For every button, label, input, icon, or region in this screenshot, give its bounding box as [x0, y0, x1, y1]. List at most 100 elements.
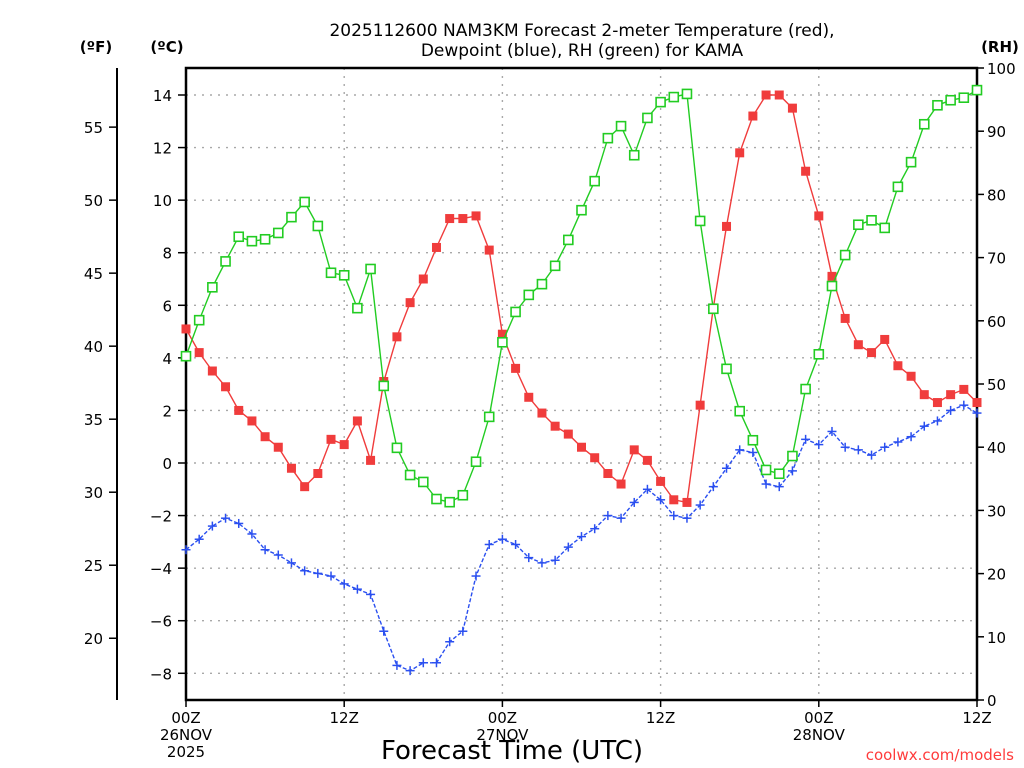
data-point-temperature — [590, 453, 600, 463]
data-point-temperature — [695, 400, 705, 410]
data-point-temperature — [431, 242, 441, 252]
data-point-dewpoint — [445, 637, 455, 647]
data-point-temperature — [445, 214, 455, 224]
data-point-dewpoint — [458, 626, 468, 636]
data-point-temperature — [181, 324, 191, 334]
data-point-dewpoint — [787, 466, 797, 476]
data-point-rh — [892, 181, 904, 193]
data-point-rh — [813, 348, 825, 360]
data-point-dewpoint — [563, 542, 573, 552]
data-point-temperature — [550, 421, 560, 431]
data-point-dewpoint — [181, 545, 191, 555]
data-point-rh — [945, 94, 956, 106]
data-point-rh — [193, 314, 205, 326]
data-point-temperature — [484, 245, 494, 255]
x-tick-label: 2025 — [167, 743, 205, 761]
data-point-temperature — [867, 348, 877, 358]
data-point-rh — [536, 278, 548, 290]
data-point-dewpoint — [366, 589, 376, 599]
celsius-tick-label: 6 — [162, 297, 172, 315]
data-point-temperature — [300, 482, 310, 492]
data-point-temperature — [471, 211, 481, 221]
data-point-dewpoint — [511, 539, 521, 549]
data-point-rh — [721, 363, 732, 375]
data-point-dewpoint — [708, 482, 718, 492]
data-point-dewpoint — [286, 558, 296, 568]
data-point-dewpoint — [550, 555, 560, 565]
data-point-temperature — [774, 90, 784, 100]
data-point-rh — [668, 91, 680, 103]
data-point-rh — [299, 196, 310, 208]
data-point-dewpoint — [669, 511, 679, 521]
data-point-rh — [615, 120, 627, 132]
data-point-dewpoint — [234, 518, 244, 528]
data-point-temperature — [629, 445, 639, 455]
data-point-dewpoint — [431, 658, 441, 668]
data-point-rh — [365, 263, 376, 275]
data-point-temperature — [853, 340, 863, 350]
credit-link[interactable]: coolwx.com/models — [866, 746, 1014, 764]
data-point-temperature — [273, 442, 283, 452]
data-point-rh — [207, 282, 218, 293]
data-point-temperature — [247, 416, 257, 426]
data-point-dewpoint — [379, 626, 389, 636]
data-point-temperature — [260, 432, 270, 442]
data-point-dewpoint — [392, 660, 402, 670]
data-point-dewpoint — [497, 534, 507, 544]
data-point-dewpoint — [300, 566, 310, 576]
chart-title-line2: Dewpoint (blue), RH (green) for KAMA — [421, 41, 744, 61]
rh-tick-label: 100 — [987, 60, 1016, 78]
data-point-rh — [259, 233, 271, 245]
data-point-rh — [602, 132, 614, 144]
data-point-dewpoint — [656, 495, 666, 505]
celsius-tick-label: −6 — [150, 613, 172, 631]
data-point-temperature — [577, 442, 586, 452]
data-point-temperature — [827, 271, 837, 281]
data-point-temperature — [339, 440, 349, 450]
data-point-dewpoint — [642, 484, 652, 494]
data-point-temperature — [603, 469, 613, 479]
data-point-temperature — [801, 166, 811, 176]
data-point-rh — [773, 468, 785, 480]
data-point-temperature — [761, 90, 771, 100]
data-point-dewpoint — [339, 579, 349, 589]
rh-tick-label: 30 — [987, 502, 1006, 520]
data-point-temperature — [207, 366, 217, 376]
rh-tick-label: 80 — [987, 186, 1006, 204]
data-point-rh — [800, 383, 811, 395]
data-point-temperature — [524, 392, 534, 402]
data-point-temperature — [906, 371, 916, 381]
data-point-dewpoint — [326, 571, 336, 581]
data-point-dewpoint — [524, 553, 534, 563]
data-point-temperature — [563, 429, 573, 439]
celsius-tick-label: 14 — [153, 87, 172, 105]
data-point-rh — [905, 156, 917, 168]
data-point-dewpoint — [260, 545, 270, 555]
celsius-axis-label: (ºC) — [150, 38, 183, 56]
x-tick-label: 00Z — [488, 709, 517, 727]
fahrenheit-tick-label: 30 — [84, 484, 103, 502]
fahrenheit-tick-label: 25 — [84, 557, 103, 575]
data-point-temperature — [352, 416, 362, 426]
data-point-rh — [655, 96, 666, 108]
data-point-rh — [866, 215, 877, 226]
data-point-temperature — [418, 274, 428, 284]
data-point-temperature — [221, 382, 231, 392]
data-point-rh — [734, 405, 746, 417]
rh-tick-label: 20 — [987, 566, 1006, 584]
data-point-rh — [576, 204, 587, 216]
data-point-dewpoint — [840, 442, 850, 452]
rh-tick-label: 60 — [987, 313, 1006, 331]
data-point-rh — [325, 267, 337, 279]
fahrenheit-tick-label: 55 — [84, 119, 103, 137]
data-point-temperature — [511, 363, 521, 373]
series-line-temperature — [185, 94, 978, 504]
data-point-rh — [708, 303, 719, 315]
data-point-temperature — [234, 405, 244, 415]
data-point-temperature — [814, 211, 824, 221]
data-point-rh — [958, 92, 970, 104]
data-point-temperature — [722, 221, 732, 231]
data-point-rh — [918, 118, 930, 130]
data-point-temperature — [682, 497, 692, 507]
